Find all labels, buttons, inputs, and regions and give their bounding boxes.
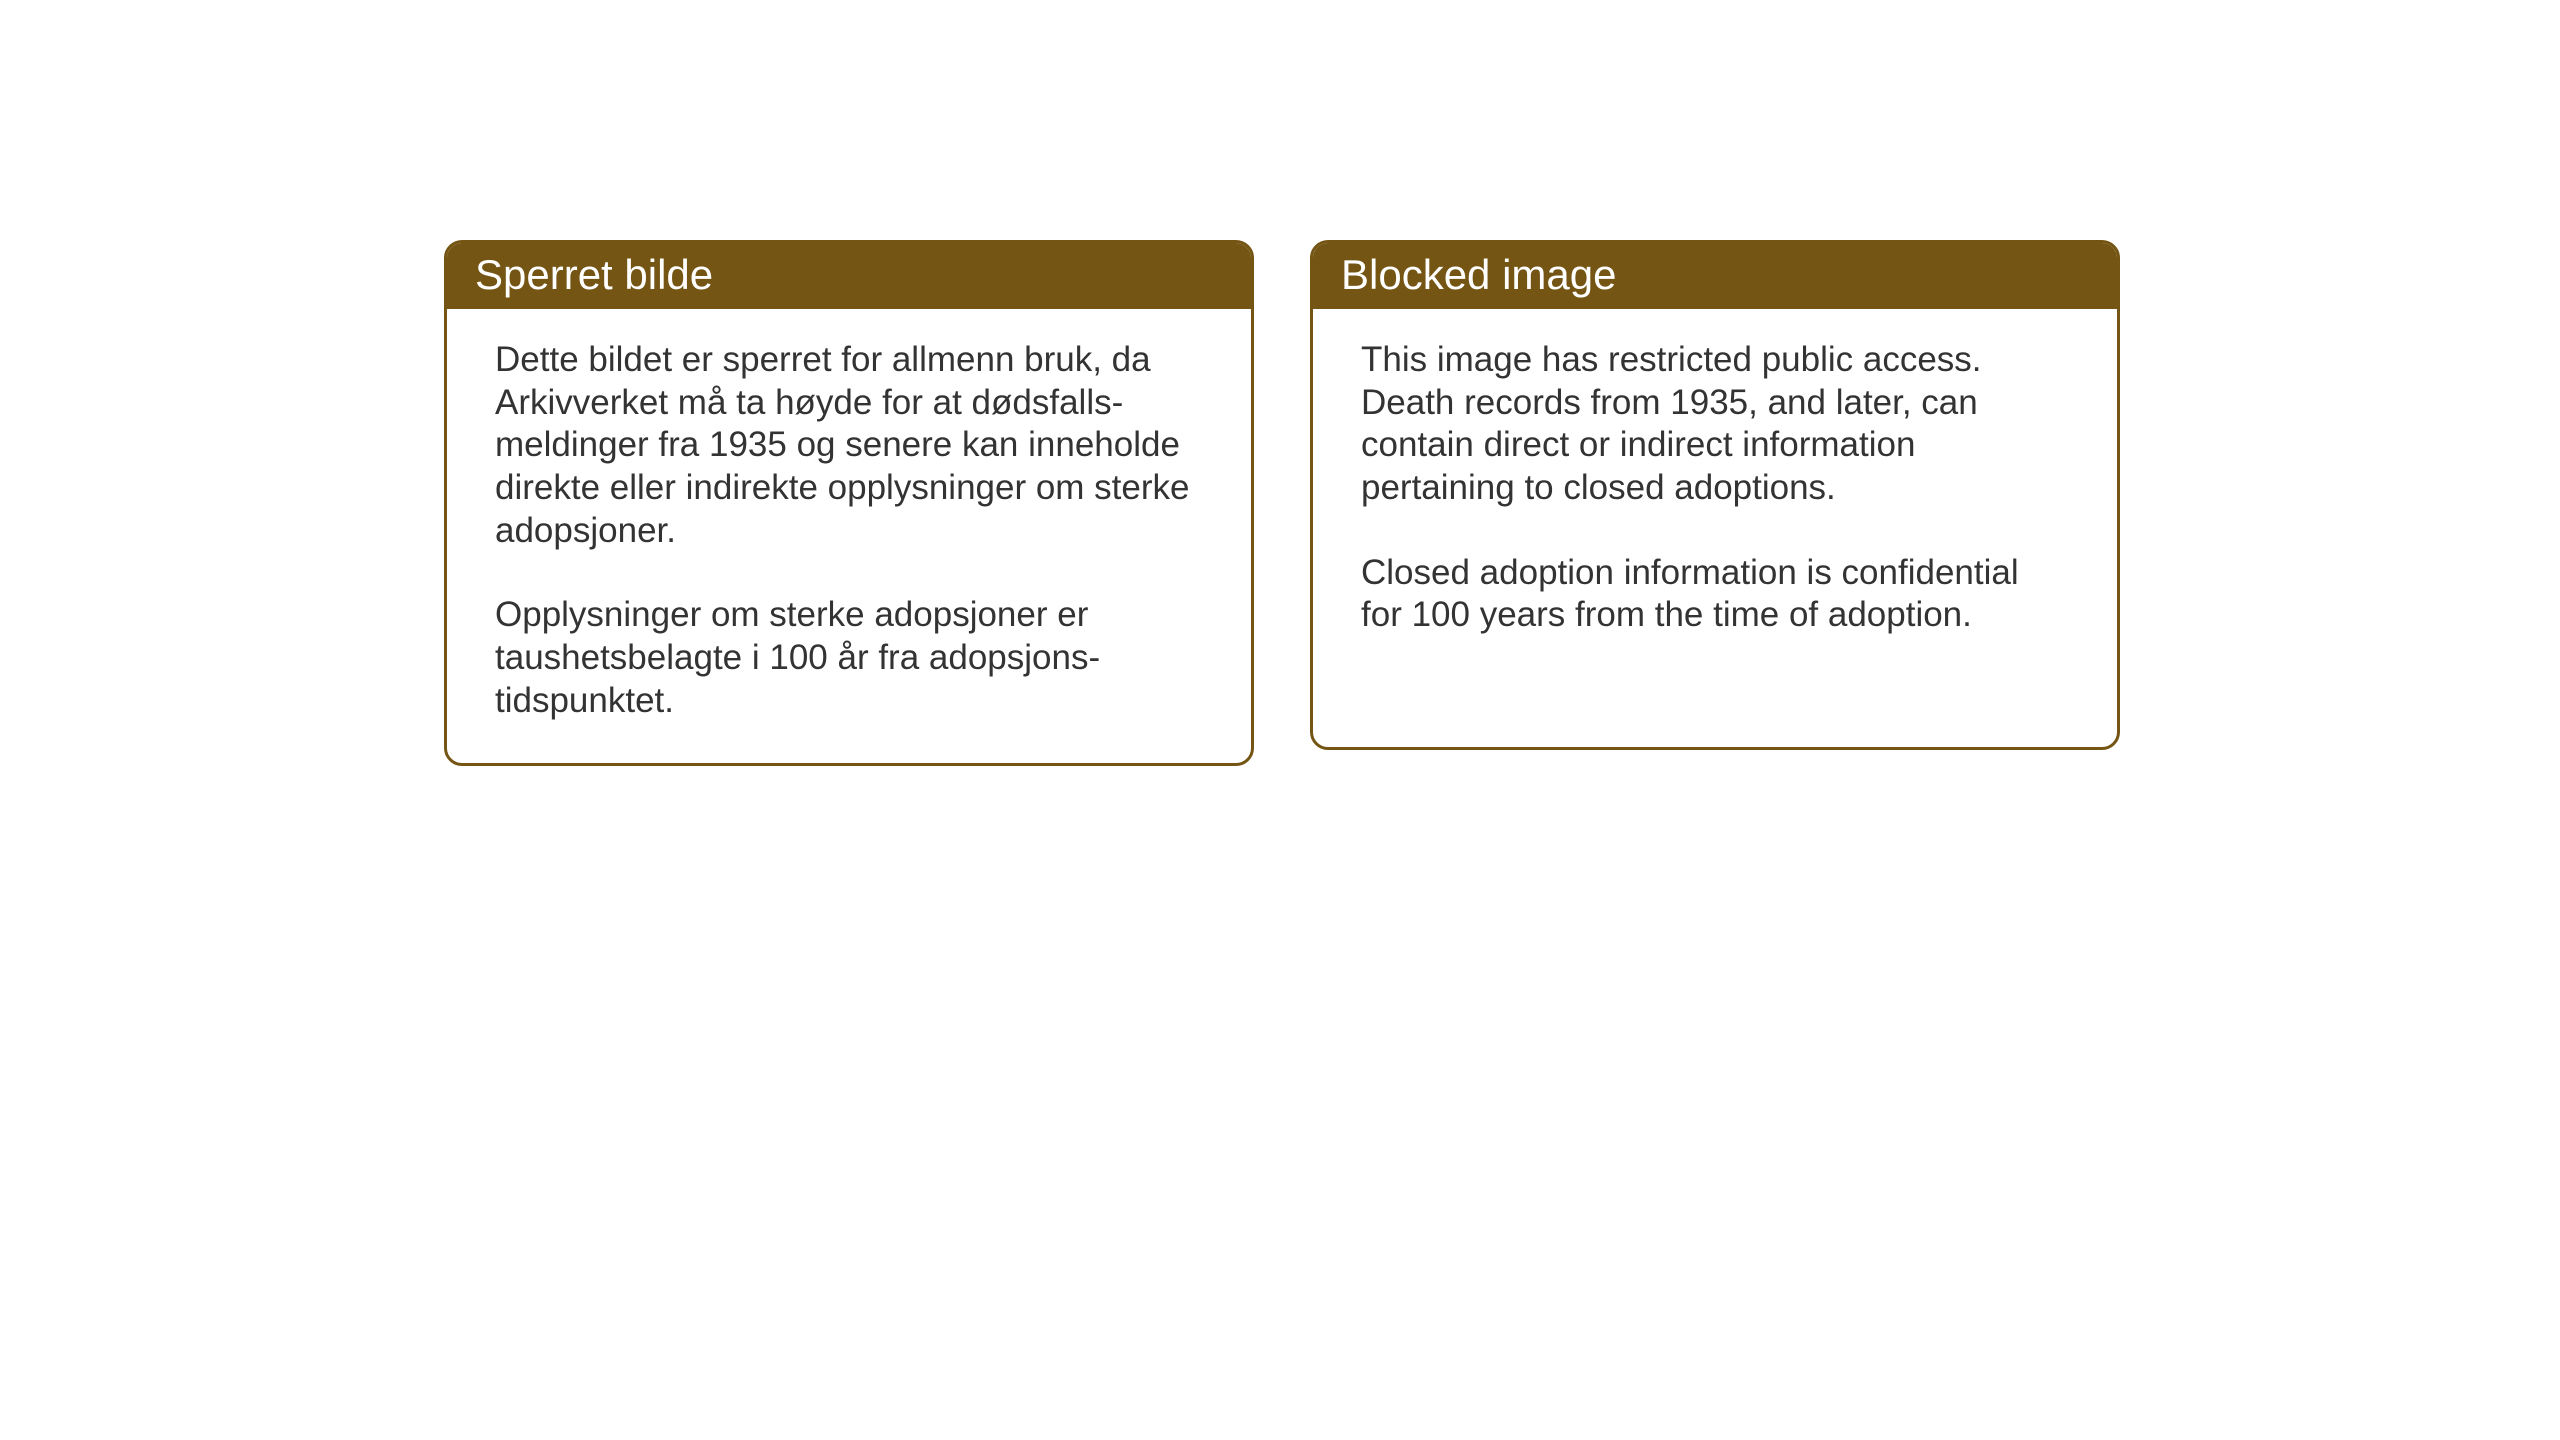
norwegian-paragraph-1: Dette bildet er sperret for allmenn bruk…: [495, 339, 1203, 552]
english-card-body: This image has restricted public access.…: [1313, 309, 2117, 677]
norwegian-notice-card: Sperret bilde Dette bildet er sperret fo…: [444, 240, 1254, 766]
notice-cards-container: Sperret bilde Dette bildet er sperret fo…: [444, 240, 2120, 766]
norwegian-paragraph-2: Opplysninger om sterke adopsjoner er tau…: [495, 594, 1203, 722]
norwegian-card-body: Dette bildet er sperret for allmenn bruk…: [447, 309, 1251, 763]
norwegian-card-title: Sperret bilde: [447, 243, 1251, 309]
english-paragraph-1: This image has restricted public access.…: [1361, 339, 2069, 510]
english-notice-card: Blocked image This image has restricted …: [1310, 240, 2120, 750]
english-paragraph-2: Closed adoption information is confident…: [1361, 552, 2069, 637]
english-card-title: Blocked image: [1313, 243, 2117, 309]
